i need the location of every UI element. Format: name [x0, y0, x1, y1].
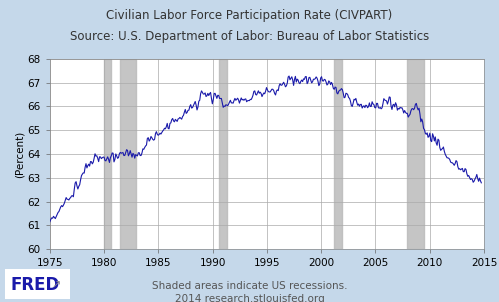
Text: 2014 research.stlouisfed.org: 2014 research.stlouisfed.org — [175, 294, 324, 302]
Bar — [407, 59, 424, 249]
Text: ↗: ↗ — [52, 280, 61, 291]
Text: Civilian Labor Force Participation Rate (CIVPART): Civilian Labor Force Participation Rate … — [106, 9, 393, 22]
Bar — [219, 59, 227, 249]
Bar — [120, 59, 136, 249]
Text: Source: U.S. Department of Labor: Bureau of Labor Statistics: Source: U.S. Department of Labor: Bureau… — [70, 30, 429, 43]
Text: FRED: FRED — [10, 276, 59, 294]
Y-axis label: (Percent): (Percent) — [15, 130, 25, 178]
Bar — [104, 59, 111, 249]
Text: Shaded areas indicate US recessions.: Shaded areas indicate US recessions. — [152, 281, 347, 291]
Bar — [334, 59, 342, 249]
